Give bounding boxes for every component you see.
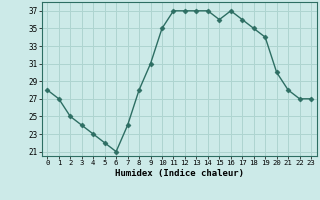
X-axis label: Humidex (Indice chaleur): Humidex (Indice chaleur)	[115, 169, 244, 178]
